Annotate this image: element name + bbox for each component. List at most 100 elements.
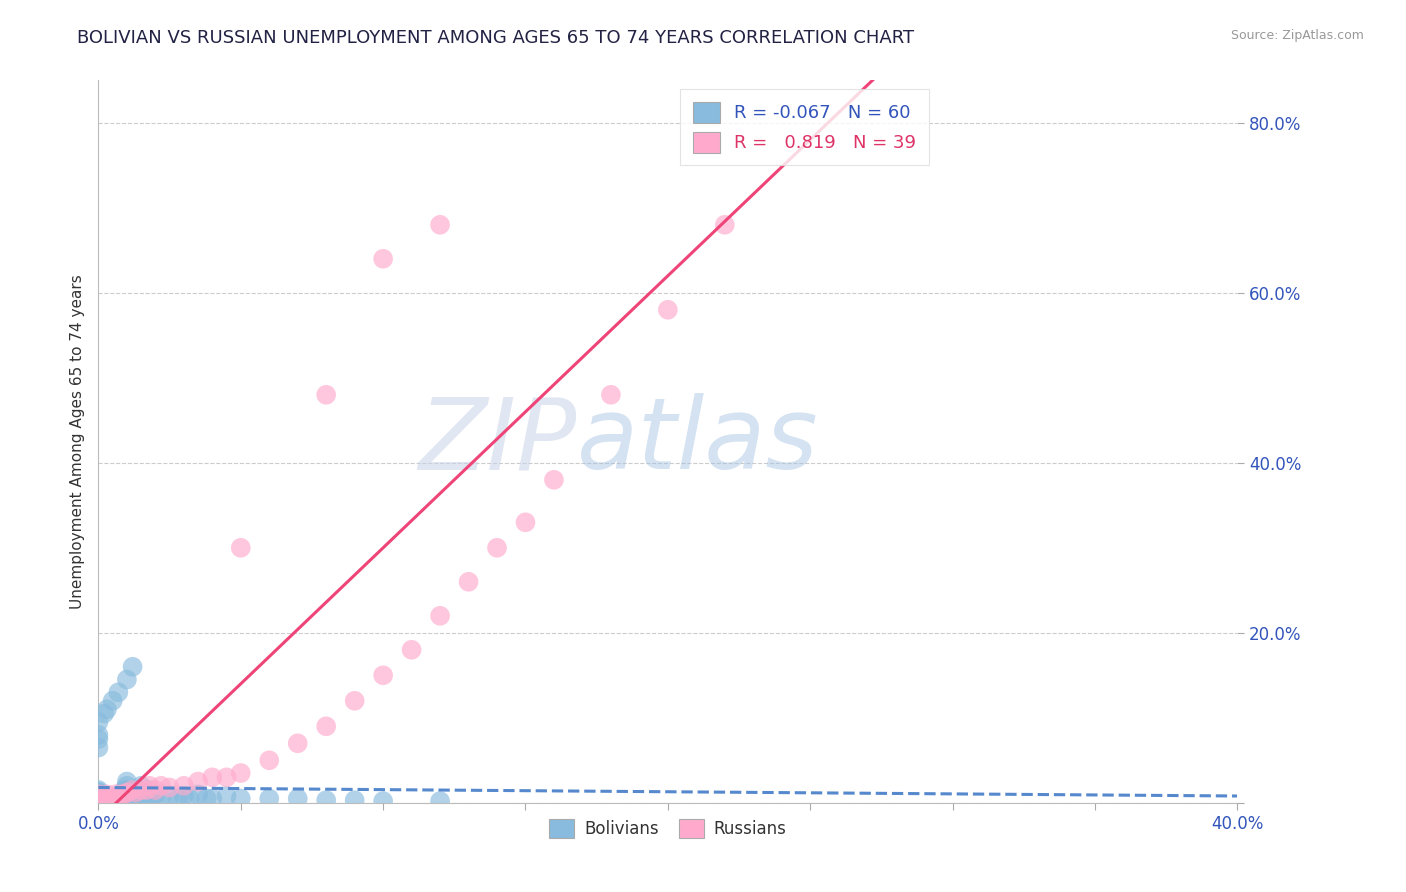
Point xyxy=(657,302,679,317)
Point xyxy=(486,541,509,555)
Point xyxy=(127,783,149,797)
Point xyxy=(429,218,451,232)
Point xyxy=(115,791,138,805)
Point xyxy=(87,796,110,810)
Point xyxy=(141,791,163,805)
Point xyxy=(87,791,110,805)
Point xyxy=(124,786,146,800)
Point xyxy=(315,388,337,402)
Point xyxy=(115,786,138,800)
Point xyxy=(98,796,121,810)
Text: atlas: atlas xyxy=(576,393,818,490)
Point xyxy=(138,783,160,797)
Point xyxy=(543,473,565,487)
Point xyxy=(173,779,195,793)
Point xyxy=(87,787,110,801)
Point xyxy=(201,770,224,784)
Point xyxy=(401,642,423,657)
Point xyxy=(87,786,110,800)
Text: ZIP: ZIP xyxy=(419,393,576,490)
Point xyxy=(315,719,337,733)
Point xyxy=(87,794,110,808)
Point xyxy=(187,774,209,789)
Point xyxy=(150,779,173,793)
Point xyxy=(115,779,138,793)
Point xyxy=(87,788,110,802)
Point xyxy=(101,791,124,805)
Point xyxy=(135,783,157,797)
Point xyxy=(115,673,138,687)
Point xyxy=(173,789,195,803)
Point xyxy=(159,789,181,803)
Point xyxy=(124,791,146,805)
Point xyxy=(87,793,110,807)
Legend: Bolivians, Russians: Bolivians, Russians xyxy=(543,813,793,845)
Point xyxy=(87,789,110,803)
Point xyxy=(93,791,115,805)
Point xyxy=(124,789,146,803)
Point xyxy=(121,660,143,674)
Point xyxy=(373,252,395,266)
Point xyxy=(112,787,135,801)
Point xyxy=(259,791,281,805)
Point xyxy=(87,796,110,810)
Point xyxy=(373,668,395,682)
Point xyxy=(201,791,224,805)
Point xyxy=(104,787,127,801)
Point xyxy=(373,794,395,808)
Point xyxy=(229,766,252,780)
Text: Source: ZipAtlas.com: Source: ZipAtlas.com xyxy=(1230,29,1364,42)
Point xyxy=(150,791,173,805)
Point xyxy=(87,790,110,805)
Point xyxy=(145,787,167,801)
Point xyxy=(87,787,110,801)
Point xyxy=(112,783,135,797)
Point xyxy=(115,787,138,801)
Point xyxy=(714,218,737,232)
Point xyxy=(87,792,110,806)
Point xyxy=(110,787,132,801)
Point xyxy=(121,787,143,801)
Point xyxy=(287,736,309,750)
Point xyxy=(135,787,157,801)
Point xyxy=(429,608,451,623)
Point xyxy=(259,753,281,767)
Point xyxy=(87,783,110,797)
Text: BOLIVIAN VS RUSSIAN UNEMPLOYMENT AMONG AGES 65 TO 74 YEARS CORRELATION CHART: BOLIVIAN VS RUSSIAN UNEMPLOYMENT AMONG A… xyxy=(77,29,914,46)
Point xyxy=(215,789,238,803)
Point xyxy=(96,796,118,810)
Point xyxy=(115,783,138,797)
Point xyxy=(110,793,132,807)
Point xyxy=(110,796,132,810)
Point xyxy=(515,516,537,530)
Point xyxy=(229,541,252,555)
Point xyxy=(87,740,110,755)
Point xyxy=(195,791,218,805)
Y-axis label: Unemployment Among Ages 65 to 74 years: Unemployment Among Ages 65 to 74 years xyxy=(69,274,84,609)
Point xyxy=(145,783,167,797)
Point xyxy=(93,706,115,721)
Point xyxy=(600,388,623,402)
Point xyxy=(101,791,124,805)
Point xyxy=(87,732,110,747)
Point xyxy=(129,783,152,797)
Point xyxy=(87,785,110,799)
Point xyxy=(343,793,366,807)
Point xyxy=(107,685,129,699)
Point xyxy=(87,789,110,803)
Point xyxy=(132,789,155,803)
Point xyxy=(87,728,110,742)
Point xyxy=(87,796,110,810)
Point xyxy=(343,694,366,708)
Point xyxy=(112,787,135,801)
Point xyxy=(101,791,124,805)
Point xyxy=(215,770,238,784)
Point xyxy=(87,714,110,729)
Point xyxy=(87,796,110,810)
Point xyxy=(129,779,152,793)
Point xyxy=(96,787,118,801)
Point xyxy=(229,791,252,805)
Point xyxy=(287,791,309,805)
Point xyxy=(115,774,138,789)
Point xyxy=(87,791,110,805)
